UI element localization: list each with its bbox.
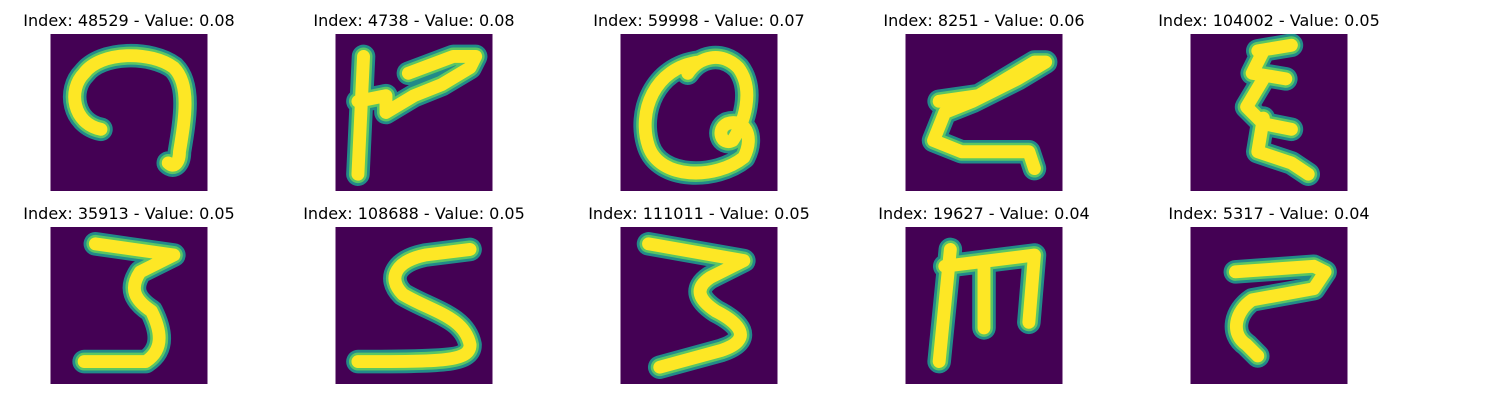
panel-title: Index: 35913 - Value: 0.05 (23, 204, 235, 223)
three-b-image (620, 227, 778, 384)
panel-19627: Index: 19627 - Value: 0.04 (859, 201, 1109, 391)
panel-8251: Index: 8251 - Value: 0.06 (859, 8, 1109, 198)
glyph-stroke (642, 237, 751, 374)
panel-title: Index: 108688 - Value: 0.05 (303, 204, 525, 223)
panel-title: Index: 104002 - Value: 0.05 (1158, 11, 1380, 30)
squiggle-e-image (1190, 34, 1348, 191)
panel-104002: Index: 104002 - Value: 0.05 (1144, 8, 1394, 198)
m-shape-image (905, 227, 1063, 384)
panel-title: Index: 4738 - Value: 0.08 (313, 11, 515, 30)
panel-title: Index: 19627 - Value: 0.04 (878, 204, 1090, 223)
panel-title: Index: 111011 - Value: 0.05 (588, 204, 810, 223)
tick-seven-image (335, 34, 493, 191)
glyph-stroke (68, 49, 192, 172)
panel-48529: Index: 48529 - Value: 0.08 (4, 8, 254, 198)
panel-111011: Index: 111011 - Value: 0.05 (574, 201, 824, 391)
flag-seven-image (1190, 227, 1348, 384)
panel-title: Index: 5317 - Value: 0.04 (1168, 204, 1370, 223)
panel-59998: Index: 59998 - Value: 0.07 (574, 8, 824, 198)
three-a-image (50, 227, 208, 384)
glyph-stroke (77, 237, 181, 369)
panel-title: Index: 8251 - Value: 0.06 (883, 11, 1085, 30)
glyph-stroke (927, 55, 1053, 176)
panel-4738: Index: 4738 - Value: 0.08 (289, 8, 539, 198)
glyph-stroke (351, 49, 483, 181)
panel-35913: Index: 35913 - Value: 0.05 (4, 201, 254, 391)
panel-title: Index: 59998 - Value: 0.07 (593, 11, 805, 30)
loop-a-image (620, 34, 778, 191)
panel-5317: Index: 5317 - Value: 0.04 (1144, 201, 1394, 391)
panel-title: Index: 48529 - Value: 0.08 (23, 11, 235, 30)
glyph-stroke (351, 242, 477, 369)
glyph-stroke (1240, 38, 1315, 181)
glyph-stroke (638, 51, 755, 180)
zigzag-z-image (905, 34, 1063, 191)
hook-nine-image (50, 34, 208, 191)
glyph-stroke (932, 242, 1041, 369)
five-image (335, 227, 493, 384)
glyph-stroke (1228, 259, 1332, 363)
panel-108688: Index: 108688 - Value: 0.05 (289, 201, 539, 391)
